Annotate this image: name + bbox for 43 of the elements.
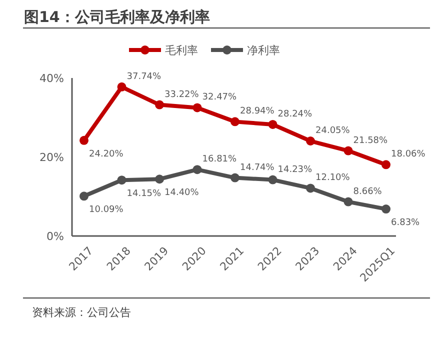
point xyxy=(344,146,353,156)
point xyxy=(155,100,164,110)
data-label: 24.05% xyxy=(316,126,350,136)
point xyxy=(80,192,88,201)
point xyxy=(192,103,202,112)
point xyxy=(306,136,315,146)
data-label: 33.22% xyxy=(164,90,200,100)
data-label: 14.23% xyxy=(278,164,313,175)
legend-label: 净利率 xyxy=(247,44,280,57)
text: 资料来源：公司公告 xyxy=(32,306,131,319)
point xyxy=(230,117,240,126)
data-label: 14.74% xyxy=(240,162,275,173)
point xyxy=(344,197,353,206)
point xyxy=(382,160,390,170)
data-label: 37.74% xyxy=(126,72,162,82)
data-label: 21.58% xyxy=(353,136,388,146)
point xyxy=(155,174,164,184)
data-label: 28.24% xyxy=(278,109,313,120)
y-tick-label: 40% xyxy=(40,72,64,85)
point xyxy=(382,204,390,214)
data-label: 18.06% xyxy=(391,150,426,160)
point xyxy=(192,165,202,174)
data-label: 6.83% xyxy=(391,218,420,228)
point xyxy=(117,82,126,92)
legend-label: 毛利率 xyxy=(165,44,198,57)
chart-title: 图14：公司毛利率及净利率 xyxy=(24,8,210,26)
data-label: 14.40% xyxy=(164,188,200,198)
y-tick-label: 0% xyxy=(46,230,64,243)
data-label: 8.66% xyxy=(353,186,382,197)
point xyxy=(306,184,315,193)
point xyxy=(230,173,240,182)
data-label: 28.94% xyxy=(240,106,275,117)
data-label: 14.15% xyxy=(126,189,162,200)
y-tick-label: 20% xyxy=(40,150,64,164)
point xyxy=(117,176,126,185)
point xyxy=(80,136,88,145)
data-label: 12.10% xyxy=(316,173,350,184)
point xyxy=(268,120,278,129)
data-label: 16.81% xyxy=(202,154,238,165)
data-label: 32.47% xyxy=(202,92,238,103)
data-label: 24.20% xyxy=(89,149,124,160)
data-label: 10.09% xyxy=(89,205,124,216)
point xyxy=(268,175,278,184)
